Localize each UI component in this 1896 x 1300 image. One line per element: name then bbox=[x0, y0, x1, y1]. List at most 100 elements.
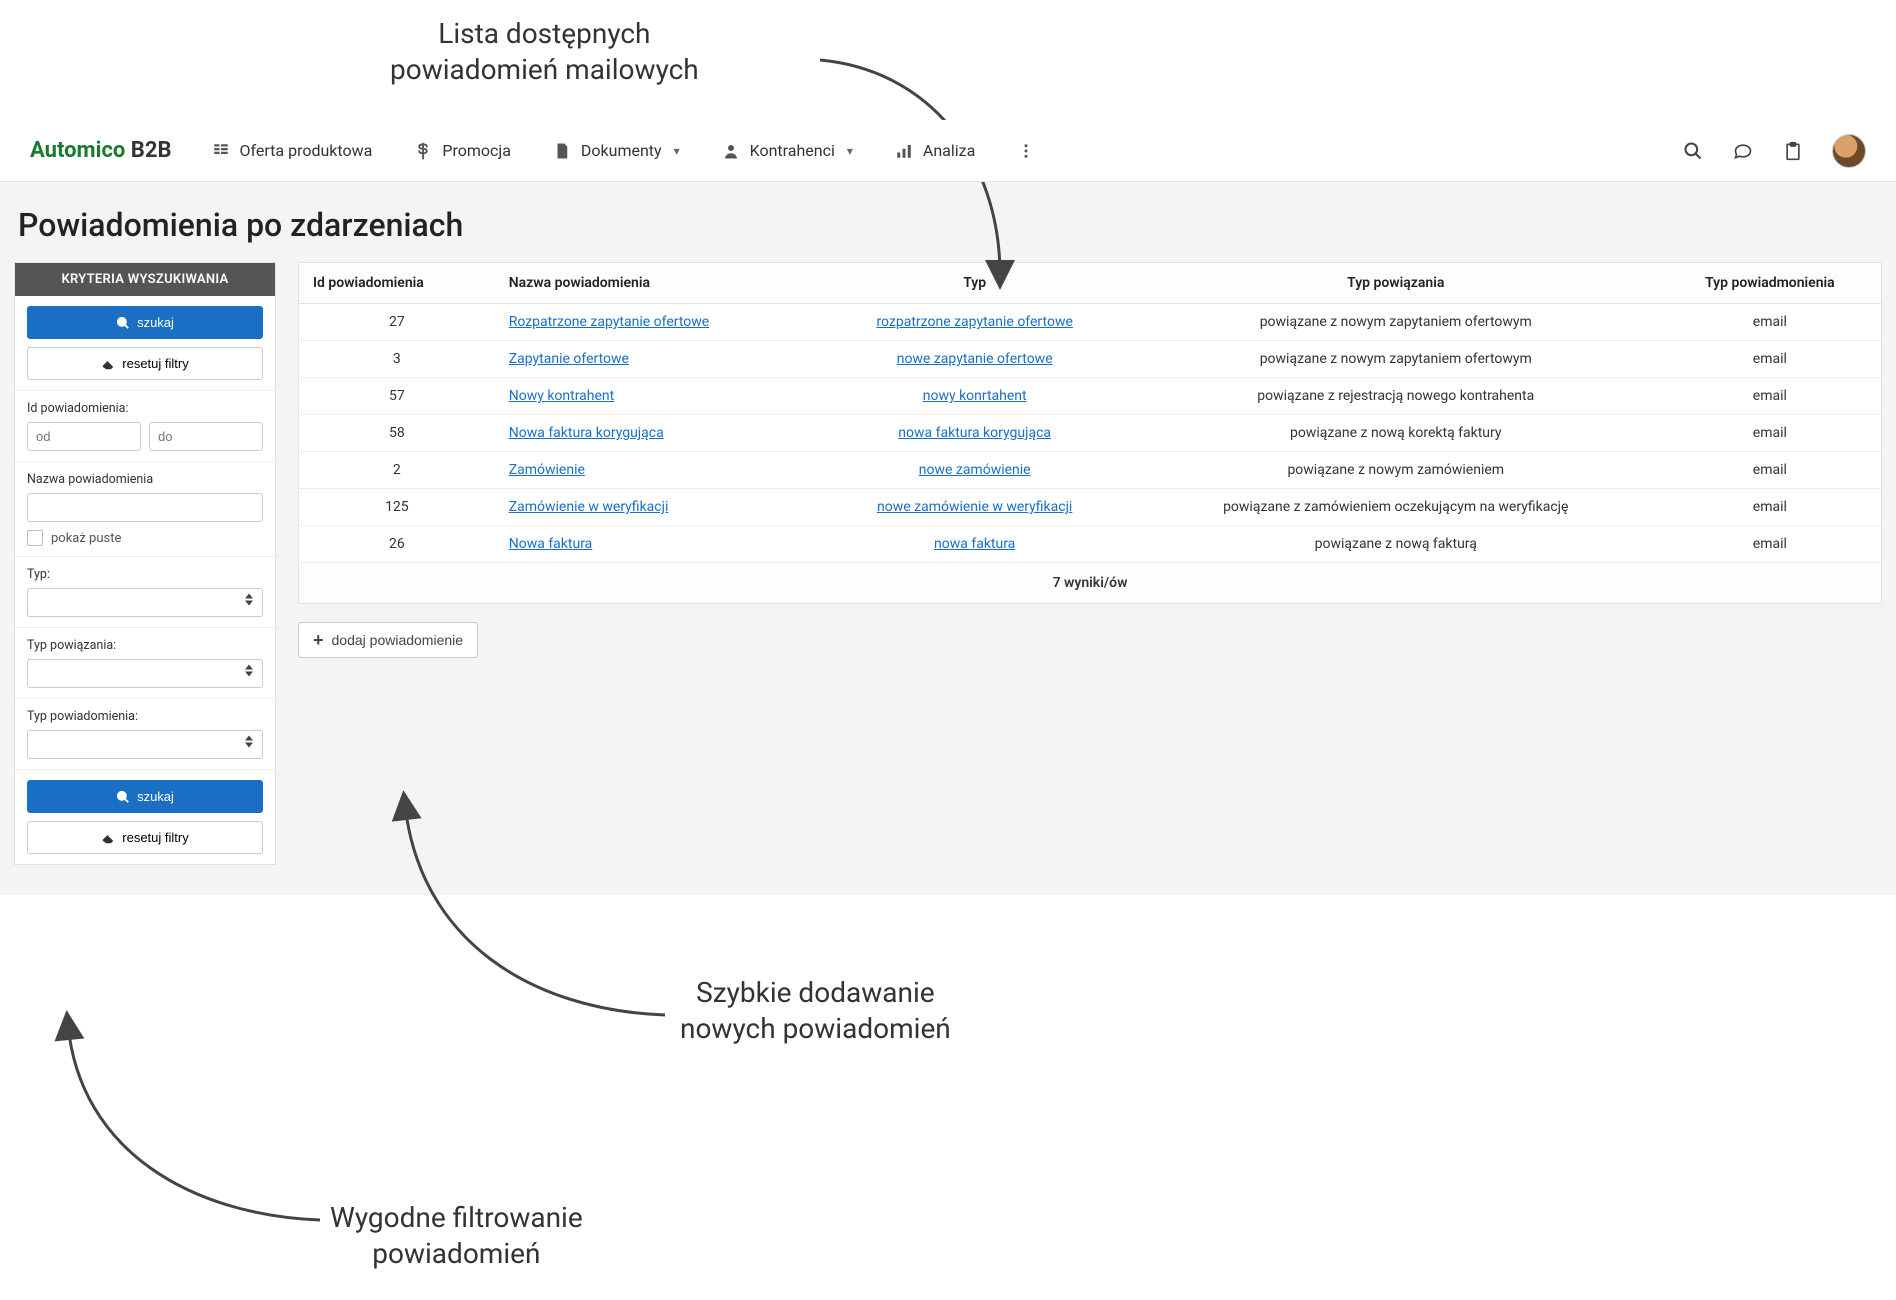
table-footer: 7 wyniki/ów bbox=[299, 563, 1882, 604]
reset-button-label: resetuj filtry bbox=[122, 356, 188, 371]
name-link[interactable]: Zapytanie ofertowe bbox=[509, 351, 629, 367]
search-button-top[interactable]: szukaj bbox=[27, 306, 263, 339]
eraser-icon bbox=[101, 357, 115, 371]
search-button-bottom[interactable]: szukaj bbox=[27, 780, 263, 813]
name-link[interactable]: Rozpatrzone zapytanie ofertowe bbox=[509, 314, 709, 330]
id-to-input[interactable] bbox=[149, 422, 263, 451]
plus-icon: + bbox=[313, 631, 324, 649]
nav-label: Analiza bbox=[923, 141, 975, 160]
type-link[interactable]: nowa faktura bbox=[934, 536, 1015, 552]
avatar[interactable] bbox=[1832, 134, 1866, 168]
name-link[interactable]: Zamówienie bbox=[509, 462, 585, 478]
type-link[interactable]: nowa faktura korygująca bbox=[898, 425, 1051, 441]
table-row: 2Zamówienienowe zamówieniepowiązane z no… bbox=[299, 452, 1882, 489]
logo-suffix: B2B bbox=[125, 138, 171, 163]
cell-rel: powiązane z nowym zapytaniem ofertowym bbox=[1133, 341, 1659, 378]
annotation-top: Lista dostępnychpowiadomień mailowych bbox=[390, 16, 699, 89]
cell-name: Zamówienie w weryfikacji bbox=[495, 489, 817, 526]
name-link[interactable]: Nowa faktura korygująca bbox=[509, 425, 664, 441]
id-from-input[interactable] bbox=[27, 422, 141, 451]
type-link[interactable]: rozpatrzone zapytanie ofertowe bbox=[876, 314, 1072, 330]
col-type[interactable]: Typ bbox=[817, 263, 1133, 304]
nav-analiza[interactable]: Analiza bbox=[895, 141, 975, 160]
col-ntype[interactable]: Typ powiadmonienia bbox=[1659, 263, 1882, 304]
cell-ntype: email bbox=[1659, 526, 1882, 563]
cell-rel: powiązane z nowym zapytaniem ofertowym bbox=[1133, 304, 1659, 341]
cell-type: nowa faktura korygująca bbox=[817, 415, 1133, 452]
show-empty-checkbox[interactable]: pokaż puste bbox=[27, 530, 263, 546]
cell-ntype: email bbox=[1659, 341, 1882, 378]
cell-id: 26 bbox=[299, 526, 495, 563]
cell-id: 27 bbox=[299, 304, 495, 341]
cell-type: rozpatrzone zapytanie ofertowe bbox=[817, 304, 1133, 341]
table-row: 125 Zamówienie w weryfikacji nowe zamówien… bbox=[299, 489, 1882, 526]
checkbox-icon bbox=[27, 530, 43, 546]
type-select[interactable] bbox=[27, 588, 263, 617]
chevron-down-icon: ▾ bbox=[847, 144, 853, 158]
cell-rel: powiązane z nową fakturą bbox=[1133, 526, 1659, 563]
type-link[interactable]: nowe zamówienie bbox=[919, 462, 1031, 478]
cell-name: Nowy kontrahent bbox=[495, 378, 817, 415]
rel-select[interactable] bbox=[27, 659, 263, 688]
document-icon bbox=[553, 142, 571, 160]
bars-icon bbox=[895, 142, 913, 160]
table-wrap: Id powiadomienia Nazwa powiadomienia Typ… bbox=[298, 262, 1882, 658]
nav-kontrahenci[interactable]: Kontrahenci ▾ bbox=[722, 141, 853, 160]
type-link[interactable]: nowe zamówienie w weryfikacji bbox=[877, 499, 1072, 515]
nav-right bbox=[1682, 134, 1866, 168]
cell-id: 57 bbox=[299, 378, 495, 415]
clipboard-icon[interactable] bbox=[1782, 140, 1804, 162]
add-button-label: dodaj powiadomienie bbox=[332, 632, 464, 648]
cell-ntype: email bbox=[1659, 489, 1882, 526]
grid-icon bbox=[212, 142, 230, 160]
logo-brand: Automico bbox=[30, 138, 125, 163]
nav-more[interactable] bbox=[1017, 142, 1035, 160]
cell-ntype: email bbox=[1659, 415, 1882, 452]
chevron-down-icon: ▾ bbox=[674, 144, 680, 158]
logo[interactable]: Automico B2B bbox=[30, 138, 172, 163]
notif-type-label: Typ powiadomienia: bbox=[27, 709, 263, 724]
reset-button-bottom[interactable]: resetuj filtry bbox=[27, 821, 263, 854]
cell-name: Zapytanie ofertowe bbox=[495, 341, 817, 378]
col-id[interactable]: Id powiadomienia bbox=[299, 263, 495, 304]
table-row: 26 Nowa faktura nowa faktura powiązane z no… bbox=[299, 526, 1882, 563]
nav-label: Kontrahenci bbox=[750, 141, 835, 160]
cell-name: Nowa faktura bbox=[495, 526, 817, 563]
table-row: 57Nowy kontrahentnowy konrtahentpowiązan… bbox=[299, 378, 1882, 415]
nav-oferta[interactable]: Oferta produktowa bbox=[212, 141, 373, 160]
col-rel[interactable]: Typ powiązania bbox=[1133, 263, 1659, 304]
col-name[interactable]: Nazwa powiadomienia bbox=[495, 263, 817, 304]
cell-id: 125 bbox=[299, 489, 495, 526]
name-link[interactable]: Nowy kontrahent bbox=[509, 388, 615, 404]
add-notification-button[interactable]: + dodaj powiadomienie bbox=[298, 622, 478, 658]
person-icon bbox=[722, 142, 740, 160]
cell-name: Rozpatrzone zapytanie ofertowe bbox=[495, 304, 817, 341]
cell-ntype: email bbox=[1659, 378, 1882, 415]
chat-icon[interactable] bbox=[1732, 140, 1754, 162]
nav-dokumenty[interactable]: Dokumenty ▾ bbox=[553, 141, 680, 160]
nav-promocja[interactable]: Promocja bbox=[414, 141, 511, 160]
type-link[interactable]: nowe zapytanie ofertowe bbox=[897, 351, 1053, 367]
name-link[interactable]: Zamówienie w weryfikacji bbox=[509, 499, 669, 515]
notif-type-select[interactable] bbox=[27, 730, 263, 759]
dollar-icon bbox=[414, 142, 432, 160]
search-icon[interactable] bbox=[1682, 140, 1704, 162]
eraser-icon bbox=[101, 831, 115, 845]
rel-label: Typ powiązania: bbox=[27, 638, 263, 653]
nav-label: Promocja bbox=[442, 141, 511, 160]
cell-type: nowy konrtahent bbox=[817, 378, 1133, 415]
name-link[interactable]: Nowa faktura bbox=[509, 536, 593, 552]
type-link[interactable]: nowy konrtahent bbox=[923, 388, 1027, 404]
reset-button-top[interactable]: resetuj filtry bbox=[27, 347, 263, 380]
filter-panel: KRYTERIA WYSZUKIWANIA szukaj resetuj fil… bbox=[14, 262, 276, 865]
page: Powiadomienia po zdarzeniach KRYTERIA WY… bbox=[0, 182, 1896, 895]
name-label: Nazwa powiadomienia bbox=[27, 472, 263, 487]
name-input[interactable] bbox=[27, 493, 263, 522]
cell-type: nowe zamówienie w weryfikacji bbox=[817, 489, 1133, 526]
cell-rel: powiązane z zamówieniem oczekującym na w… bbox=[1133, 489, 1659, 526]
cell-ntype: email bbox=[1659, 452, 1882, 489]
table-row: 58Nowa faktura korygującanowa faktura ko… bbox=[299, 415, 1882, 452]
type-label: Typ: bbox=[27, 567, 263, 582]
table-header-row: Id powiadomienia Nazwa powiadomienia Typ… bbox=[299, 263, 1882, 304]
cell-rel: powiązane z nową korektą faktury bbox=[1133, 415, 1659, 452]
